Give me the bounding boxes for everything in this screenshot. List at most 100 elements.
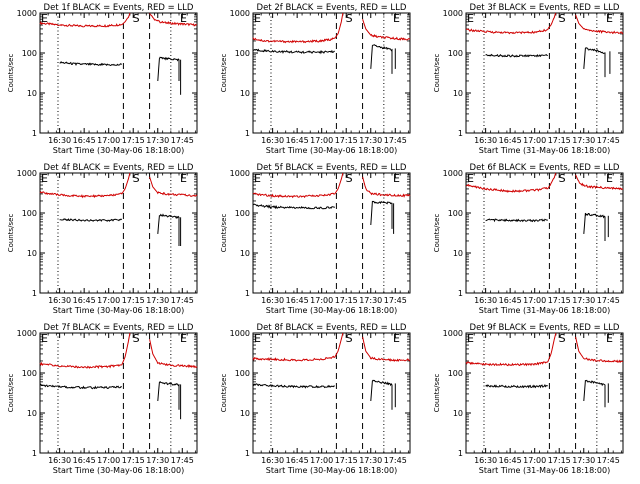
x-axis-label: Start Time (30-May-06 18:18:00) <box>53 146 184 155</box>
lld-series-line <box>575 14 624 35</box>
y-axis-label: Counts/sec <box>220 214 228 253</box>
y-tick-label: 100 <box>22 209 37 218</box>
x-tick-label: 17:15 <box>122 136 145 145</box>
x-tick-label: 17:30 <box>359 296 382 305</box>
events-series-line <box>370 379 393 410</box>
y-tick-label: 1 <box>458 449 463 458</box>
detector-panel: Det 3f BLACK = Events, RED = LLD Counts/s… <box>433 3 624 155</box>
lld-series-line <box>575 336 623 364</box>
panel-title: Det 3f BLACK = Events, RED = LLD <box>470 3 620 13</box>
x-tick-label: 16:30 <box>474 296 497 305</box>
panel-title: Det 4f BLACK = Events, RED = LLD <box>44 163 194 173</box>
panel-title: Det 2f BLACK = Events, RED = LLD <box>257 3 407 13</box>
x-tick-label: 16:45 <box>73 296 96 305</box>
lld-series-line <box>465 172 557 193</box>
lld-series-line <box>465 332 557 367</box>
x-tick-label: 17:00 <box>523 296 546 305</box>
event-marker-label: E <box>254 172 261 185</box>
y-tick-label: 10 <box>453 249 463 258</box>
panel-title: Det 1f BLACK = Events, RED = LLD <box>44 3 194 13</box>
y-tick-label: 10 <box>240 249 250 258</box>
y-axis-label: Counts/sec <box>433 54 441 93</box>
plot-frame <box>252 12 411 134</box>
event-marker-label: E <box>393 332 400 345</box>
lld-series-line <box>575 174 624 191</box>
event-marker-label: E <box>606 172 613 185</box>
y-tick-label: 10 <box>27 249 37 258</box>
plot-frame <box>252 172 411 294</box>
x-tick-label: 16:45 <box>286 296 309 305</box>
event-marker-label: E <box>606 332 613 345</box>
event-marker-label: E <box>393 172 400 185</box>
y-axis-label: Counts/sec <box>7 214 15 253</box>
detector-panel: Det 5f BLACK = Events, RED = LLD Counts/s… <box>220 163 411 315</box>
lld-series-line <box>149 176 198 197</box>
events-series-line <box>485 218 548 223</box>
x-tick-label: 17:30 <box>572 136 595 145</box>
x-tick-label: 16:30 <box>474 136 497 145</box>
y-tick-label: 1 <box>245 449 250 458</box>
lld-series-line <box>362 19 411 41</box>
y-tick-label: 1 <box>458 289 463 298</box>
x-tick-label: 16:45 <box>73 456 96 465</box>
y-tick-label: 1000 <box>443 9 463 18</box>
x-tick-label: 17:30 <box>146 136 169 145</box>
y-tick-label: 100 <box>22 49 37 58</box>
y-axis-label: Counts/sec <box>220 374 228 413</box>
events-series-line <box>485 53 548 58</box>
detector-panel: Det 1f BLACK = Events, RED = LLD Counts/s… <box>7 3 198 155</box>
event-marker-label: E <box>41 12 48 25</box>
x-tick-label: 17:30 <box>572 296 595 305</box>
event-marker-label: E <box>180 332 187 345</box>
x-tick-label: 17:15 <box>548 296 571 305</box>
lld-series-line <box>465 12 557 35</box>
events-series-line <box>583 212 606 241</box>
events-series-line <box>252 383 335 389</box>
y-tick-label: 100 <box>448 369 463 378</box>
x-axis-label: Start Time (31-May-06 18:18:00) <box>479 466 610 475</box>
x-tick-label: 17:00 <box>523 136 546 145</box>
x-tick-label: 17:45 <box>384 296 407 305</box>
panel-title: Det 8f BLACK = Events, RED = LLD <box>257 323 407 333</box>
event-marker-label: S <box>346 332 353 345</box>
x-tick-label: 16:30 <box>48 136 71 145</box>
y-tick-label: 1000 <box>230 329 250 338</box>
lld-series-line <box>39 12 131 28</box>
y-tick-label: 10 <box>240 409 250 418</box>
x-tick-label: 17:45 <box>171 456 194 465</box>
x-tick-label: 17:45 <box>597 456 620 465</box>
x-tick-label: 17:00 <box>97 136 120 145</box>
y-tick-label: 1 <box>458 129 463 138</box>
x-tick-label: 16:30 <box>261 136 284 145</box>
event-marker-label: E <box>41 172 48 185</box>
panel-title: Det 6f BLACK = Events, RED = LLD <box>470 163 620 173</box>
event-marker-label: S <box>133 172 140 185</box>
event-marker-label: E <box>180 12 187 25</box>
event-marker-label: E <box>467 172 474 185</box>
x-tick-label: 17:00 <box>97 456 120 465</box>
y-tick-label: 100 <box>448 49 463 58</box>
panel-title: Det 9f BLACK = Events, RED = LLD <box>470 323 620 333</box>
x-tick-label: 16:30 <box>48 296 71 305</box>
x-tick-label: 16:45 <box>286 136 309 145</box>
x-tick-label: 16:45 <box>73 136 96 145</box>
y-tick-label: 100 <box>448 209 463 218</box>
x-tick-label: 16:45 <box>286 456 309 465</box>
y-axis-label: Counts/sec <box>7 374 15 413</box>
x-axis-label: Start Time (30-May-06 18:18:00) <box>266 146 397 155</box>
panel-title: Det 5f BLACK = Events, RED = LLD <box>257 163 407 173</box>
events-series-line <box>39 383 122 390</box>
x-tick-label: 17:45 <box>171 296 194 305</box>
event-marker-label: E <box>606 12 613 25</box>
lld-series-line <box>39 172 131 199</box>
events-series-line <box>157 56 180 82</box>
lld-series-line <box>362 336 411 362</box>
x-tick-label: 17:30 <box>146 296 169 305</box>
y-tick-label: 1000 <box>443 169 463 178</box>
y-tick-label: 1000 <box>17 9 37 18</box>
x-tick-label: 16:45 <box>499 136 522 145</box>
event-marker-label: S <box>133 332 140 345</box>
event-marker-label: E <box>254 332 261 345</box>
event-marker-label: S <box>133 12 140 25</box>
x-tick-label: 17:30 <box>359 136 382 145</box>
